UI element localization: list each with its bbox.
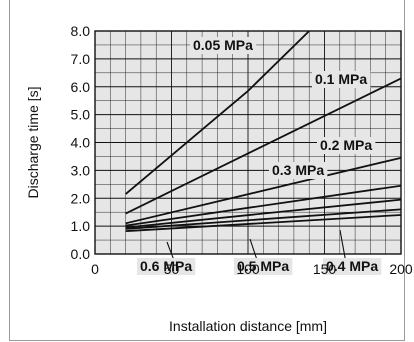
series-label-bg-3: [269, 162, 328, 179]
series-label-5: 0.5 MPa: [237, 258, 289, 274]
series-line-6: [125, 214, 402, 233]
x-tick-label: 0: [91, 261, 99, 277]
series-label-0: 0.05 MPa: [193, 37, 253, 53]
series-line-2: [125, 156, 402, 225]
y-tick-label: 2.0: [71, 190, 91, 206]
y-tick-labels: 0.0 1.0 2.0 3.0 4.0 5.0 6.0 7.0 8.0: [71, 23, 91, 262]
series-label-bg-1: [312, 71, 371, 88]
series-label-bg-5: [234, 258, 293, 275]
series-label-1: 0.1 MPa: [315, 71, 367, 87]
x-tick-label: 50: [164, 261, 180, 277]
x-tick-label: 150: [313, 261, 337, 277]
series-label-4: 0.4 MPa: [326, 258, 378, 274]
x-tick-label: 100: [236, 261, 260, 277]
y-axis-label: Discharge time [s]: [25, 86, 41, 198]
series-labels: 0.05 MPa 0.1 MPa 0.2 MPa 0.3 MPa 0.4 MPa 0.5 …: [137, 37, 382, 275]
series-line-3: [125, 184, 402, 227]
x-axis-label: Installation distance [mm]: [169, 318, 327, 334]
figure-frame: [9, 0, 405, 341]
y-tick-label: 3.0: [71, 162, 91, 178]
series-label-bg-4: [323, 258, 382, 275]
y-tick-label: 5.0: [71, 107, 91, 123]
y-tick-label: 4.0: [71, 135, 91, 151]
leader-line-4: [339, 229, 347, 264]
series-line-5: [125, 208, 402, 230]
series-label-bg-6: [137, 258, 196, 275]
y-tick-label: 1.0: [71, 218, 91, 234]
y-tick-label: 6.0: [71, 79, 91, 95]
series-line-0: [125, 30, 310, 195]
series-line-4: [125, 198, 402, 229]
y-tick-label: 0.0: [71, 246, 91, 262]
series-label-6: 0.6 MPa: [140, 258, 192, 274]
series-label-3: 0.3 MPa: [272, 162, 324, 178]
y-tick-label: 7.0: [71, 51, 91, 67]
x-tick-labels: 0 50 100 150 200: [91, 261, 413, 277]
y-tick-label: 8.0: [71, 23, 91, 39]
plot-border: [94, 30, 402, 255]
series-label-bg-0: [190, 37, 257, 54]
series-lines: [125, 30, 402, 233]
x-tick-label: 200: [389, 261, 413, 277]
series-label-2: 0.2 MPa: [320, 137, 372, 153]
series-line-1: [125, 77, 402, 215]
series-label-bg-2: [317, 137, 376, 154]
